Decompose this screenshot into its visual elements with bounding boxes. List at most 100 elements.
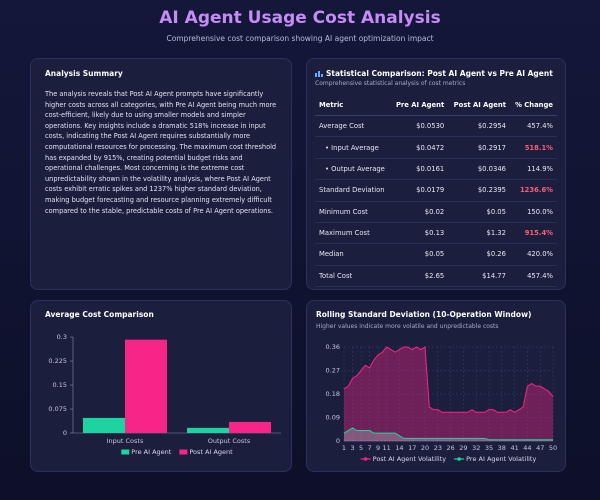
y-tick-label: 0.18 [326,390,340,398]
table-cell: 114.9% [509,158,557,181]
x-tick-label: 38 [498,444,506,452]
table-cell: Maximum Cost [315,222,391,245]
x-tick-label: Input Costs [107,437,144,445]
bar-chart: Average Cost Comparison 0 0.075 0.15 0.225 0… [45,310,281,456]
table-cell: $0.2954 [448,115,510,138]
x-tick-label: Output Costs [208,437,251,445]
table-row: Minimum Cost $0.02 $0.05 150.0% [315,201,557,223]
legend-label: Post AI Agent [189,448,233,456]
legend-marker [363,457,368,461]
table-cell: 457.4% [509,265,557,288]
table-cell: Average Cost [315,115,391,138]
x-tick-label: 29 [459,444,467,452]
line-panel: Rolling Standard Deviation (10-Operation… [306,300,566,472]
y-tick-label: 0.09 [326,414,340,422]
chart-title: Average Cost Comparison [45,310,154,319]
table-cell: $0.0472 [390,136,449,159]
line-chart: Rolling Standard Deviation (10-Operation… [316,310,557,463]
x-tick-label: 26 [446,444,454,452]
x-tick-label: 32 [472,444,480,452]
table-subtitle: Comprehensive statistical analysis of co… [315,80,466,87]
table-cell: Standard Deviation [315,179,391,202]
table-row: • Input Average $0.0472 $0.2917 518.1% [315,136,557,159]
table-cell: $0.0530 [390,115,449,138]
legend-swatch [179,449,188,455]
y-tick-label: 0.075 [48,405,67,413]
area-fill [344,347,553,441]
table-cell: 150.0% [509,201,557,223]
table-cell: 915.4% [509,222,557,245]
line [343,427,553,441]
table-row: • Output Average $0.0161 $0.0346 114.9% [315,158,557,181]
x-tick-label: 11 [383,444,391,452]
x-tick-label: 47 [536,444,544,452]
table-cell: $0.0346 [448,158,510,181]
table-cell: $0.05 [448,201,510,223]
summary-title: Analysis Summary [45,69,123,78]
area-fill [344,427,553,441]
table-cell: 1236.6% [509,179,557,202]
table-row: Standard Deviation $0.0179 $0.2395 1236.6% [315,179,557,202]
y-tick-label: 0.3 [57,333,67,341]
table-cell: $14.77 [448,265,510,288]
table-cell: $0.0179 [390,179,449,202]
table-cell: 518.1% [509,136,557,159]
column-header: Pre AI Agent [390,95,449,116]
table-cell: $0.02 [390,201,449,223]
table-cell: $0.2395 [448,179,510,202]
x-tick-label: 9 [376,444,380,452]
x-tick-label: 41 [510,444,518,452]
table-cell: Minimum Cost [315,201,391,223]
x-tick-label: 50 [549,444,557,452]
table-cell: $2.65 [390,265,449,288]
legend-label: Pre AI Agent Volatility [466,455,536,463]
table-row: Median $0.05 $0.26 420.0% [315,243,557,266]
x-tick-label: 5 [359,444,363,452]
bar [83,417,125,433]
legend-marker [457,457,461,461]
bar [229,421,271,433]
table-cell: $0.26 [448,243,510,266]
chart-subtitle: Higher values indicate more volatile and… [316,323,499,330]
x-tick-label: 7 [368,444,372,452]
table-cell: $0.2917 [448,136,510,159]
table-cell: $0.05 [390,243,449,266]
y-tick-label: 0.225 [48,357,67,365]
x-tick-label: 23 [434,444,442,452]
y-tick-label: 0 [336,437,340,445]
summary-panel: Analysis Summary The analysis reveals th… [30,58,292,290]
x-tick-label: 14 [395,444,403,452]
y-tick-label: 0.15 [53,381,67,389]
table-cell: Total Cost [315,265,391,288]
bar [187,427,229,433]
summary-text: The analysis reveals that Post AI Agent … [45,90,277,215]
y-tick-label: 0 [63,429,67,437]
x-tick-label: 17 [408,444,416,452]
y-tick-label: 0.36 [326,343,340,351]
table-row: Total Cost $2.65 $14.77 457.4% [315,265,557,288]
x-tick-label: 1 [342,444,346,452]
table-row: Maximum Cost $0.13 $1.32 915.4% [315,222,557,245]
x-tick-label: 44 [523,444,531,452]
table-cell: $1.32 [448,222,510,245]
table-title: Statistical Comparison: Post AI Agent vs… [315,69,557,78]
chart-title: Rolling Standard Deviation (10-Operation… [316,310,531,319]
column-header: % Change [509,95,557,116]
legend-label: Pre AI Agent [131,448,172,456]
table-cell: Median [315,243,391,266]
table-row: Average Cost $0.0530 $0.2954 457.4% [315,115,557,138]
x-tick-label: 20 [421,444,429,452]
table-cell: 420.0% [509,243,557,266]
table-cell: $0.0161 [390,158,449,181]
x-tick-label: 3 [350,444,354,452]
bar [125,339,167,433]
column-header: Post AI Agent [448,95,510,116]
stats-table: Metric Pre AI Agent Post AI Agent% Change A… [315,95,557,288]
table-cell: • Output Average [315,158,391,181]
column-header: Metric [315,95,391,116]
table-cell: 457.4% [509,115,557,138]
table-panel: Statistical Comparison: Post AI Agent vs… [306,58,566,290]
table-cell: $0.13 [390,222,449,245]
table-cell: • Input Average [315,136,391,159]
